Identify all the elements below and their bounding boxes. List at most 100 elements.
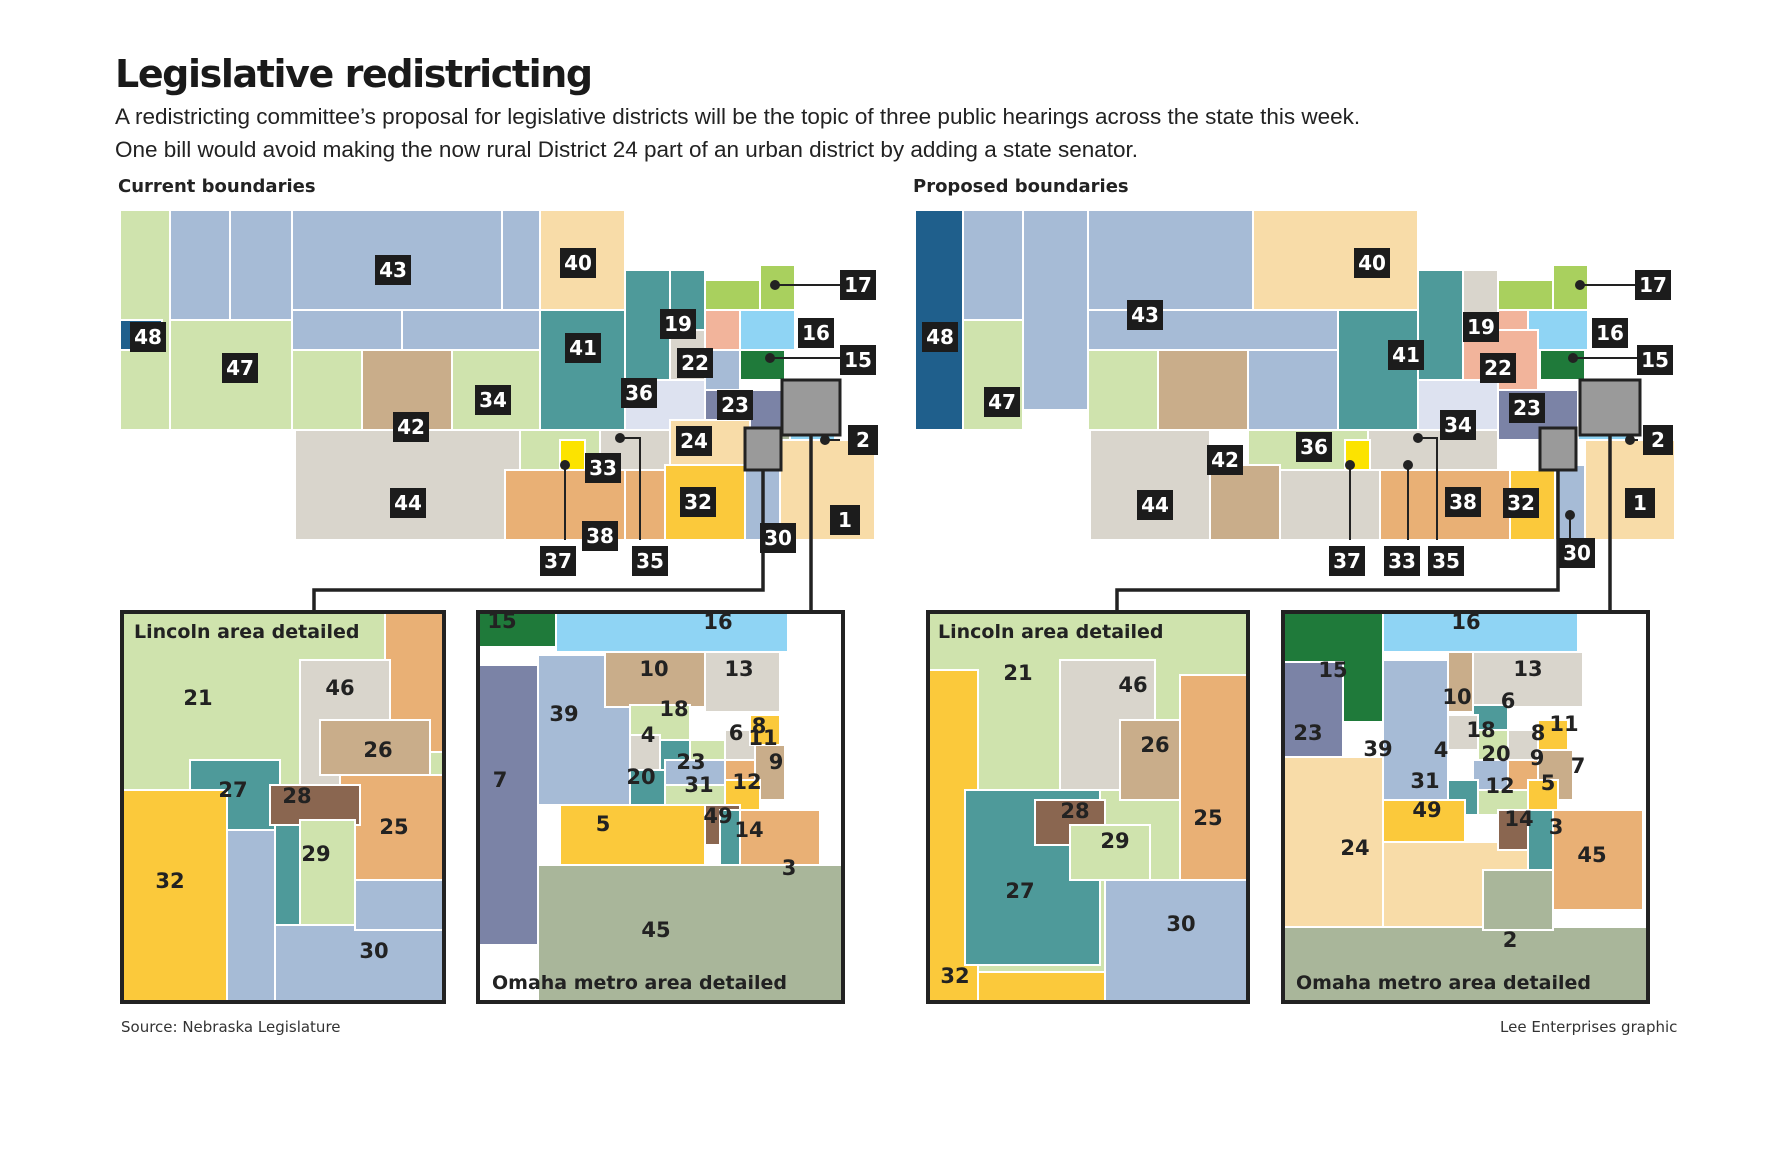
district-tag-box-proposed-30 bbox=[1559, 538, 1595, 568]
district-tag-box-proposed-19 bbox=[1463, 312, 1499, 342]
district-tag-box-proposed-40 bbox=[1354, 248, 1390, 278]
district-tag-current-15: 15 bbox=[844, 348, 872, 372]
district-tag-box-proposed-48 bbox=[922, 322, 958, 352]
district-tag-box-proposed-33 bbox=[1384, 546, 1420, 576]
district-tag-box-current-30 bbox=[760, 523, 796, 553]
district-tag-current-30: 30 bbox=[764, 526, 792, 550]
district-label-proposed-lincoln-46: 46 bbox=[1118, 673, 1147, 697]
district-label-current-omaha-20: 20 bbox=[626, 765, 655, 789]
district-tag-proposed-22: 22 bbox=[1484, 356, 1512, 380]
district-tag-current-36: 36 bbox=[625, 381, 653, 405]
district-tag-box-proposed-17 bbox=[1635, 270, 1671, 300]
district-tag-box-current-35 bbox=[632, 546, 668, 576]
district-tag-current-42: 42 bbox=[397, 415, 425, 439]
district-tag-box-current-44 bbox=[390, 488, 426, 518]
district-tag-box-proposed-2 bbox=[1643, 425, 1673, 455]
district-tag-box-current-41 bbox=[565, 333, 601, 363]
district-label-current-lincoln-46: 46 bbox=[325, 676, 354, 700]
district-tag-proposed-42: 42 bbox=[1211, 448, 1239, 472]
district-label-current-omaha-16: 16 bbox=[703, 610, 732, 634]
district-tag-box-proposed-42 bbox=[1207, 445, 1243, 475]
district-tag-current-17: 17 bbox=[844, 273, 872, 297]
district-tag-current-24: 24 bbox=[680, 429, 708, 453]
district-label-proposed-lincoln-30: 30 bbox=[1166, 912, 1195, 936]
district-tag-current-35: 35 bbox=[636, 549, 664, 573]
district-label-current-lincoln-28: 28 bbox=[282, 784, 311, 808]
district-label-current-omaha-14: 14 bbox=[734, 818, 763, 842]
district-tag-current-16: 16 bbox=[802, 321, 830, 345]
district-label-proposed-lincoln-27: 27 bbox=[1005, 879, 1034, 903]
district-tag-proposed-30: 30 bbox=[1563, 541, 1591, 565]
district-tag-box-proposed-43 bbox=[1127, 300, 1163, 330]
district-tag-proposed-32: 32 bbox=[1507, 491, 1535, 515]
district-label-proposed-omaha-11: 11 bbox=[1549, 712, 1578, 736]
credit-note: Lee Enterprises graphic bbox=[1500, 1018, 1678, 1036]
district-label-proposed-lincoln-26: 26 bbox=[1140, 733, 1169, 757]
district-tag-current-37: 37 bbox=[544, 549, 572, 573]
district-tag-proposed-37: 37 bbox=[1333, 549, 1361, 573]
district-tag-proposed-38: 38 bbox=[1449, 490, 1477, 514]
district-label-proposed-omaha-5: 5 bbox=[1541, 771, 1556, 795]
district-tag-box-proposed-35 bbox=[1428, 546, 1464, 576]
district-tag-proposed-41: 41 bbox=[1392, 343, 1420, 367]
intro-line-1: A redistricting committee’s proposal for… bbox=[115, 104, 1361, 129]
district-tag-proposed-33: 33 bbox=[1388, 549, 1416, 573]
district-tag-proposed-48: 48 bbox=[926, 325, 954, 349]
district-label-proposed-omaha-15: 15 bbox=[1318, 658, 1347, 682]
district-label-current-lincoln-27: 27 bbox=[218, 778, 247, 802]
district-tag-current-22: 22 bbox=[681, 351, 709, 375]
district-label-proposed-omaha-24: 24 bbox=[1340, 836, 1369, 860]
district-label-proposed-omaha-39: 39 bbox=[1363, 737, 1392, 761]
district-tag-box-current-42 bbox=[393, 412, 429, 442]
district-tag-proposed-35: 35 bbox=[1432, 549, 1460, 573]
district-label-current-omaha-18: 18 bbox=[659, 697, 688, 721]
district-tag-current-23: 23 bbox=[721, 393, 749, 417]
proposed-statewide-map bbox=[914, 209, 1676, 541]
district-label-proposed-omaha-13: 13 bbox=[1513, 657, 1542, 681]
current-lincoln-inset bbox=[121, 611, 445, 1003]
district-tag-box-current-34 bbox=[475, 385, 511, 415]
district-label-proposed-lincoln-32: 32 bbox=[940, 964, 969, 988]
district-tag-proposed-40: 40 bbox=[1358, 251, 1386, 275]
proposed-boundaries-heading: Proposed boundaries bbox=[913, 176, 1129, 197]
proposed-lincoln-title: Lincoln area detailed bbox=[938, 621, 1164, 643]
district-tag-box-proposed-15 bbox=[1637, 345, 1673, 375]
district-tag-proposed-47: 47 bbox=[988, 390, 1016, 414]
district-tag-proposed-15: 15 bbox=[1641, 348, 1669, 372]
district-label-proposed-omaha-10: 10 bbox=[1442, 685, 1471, 709]
district-tag-current-38: 38 bbox=[586, 524, 614, 548]
district-tag-box-current-19 bbox=[660, 309, 696, 339]
district-label-current-omaha-7: 7 bbox=[493, 768, 508, 792]
district-label-current-omaha-13: 13 bbox=[724, 657, 753, 681]
district-label-proposed-omaha-12: 12 bbox=[1485, 774, 1514, 798]
district-tag-box-current-38 bbox=[582, 521, 618, 551]
intro-line-2: One bill would avoid making the now rura… bbox=[115, 137, 1139, 162]
district-tag-box-current-24 bbox=[676, 426, 712, 456]
current-boundaries-heading: Current boundaries bbox=[118, 176, 316, 197]
district-tag-current-33: 33 bbox=[589, 456, 617, 480]
district-tag-proposed-23: 23 bbox=[1513, 396, 1541, 420]
district-label-current-lincoln-30: 30 bbox=[359, 939, 388, 963]
district-tag-box-current-23 bbox=[717, 390, 753, 420]
district-tag-box-proposed-36 bbox=[1296, 432, 1332, 462]
district-tag-box-proposed-22 bbox=[1480, 353, 1516, 383]
district-tag-box-proposed-44 bbox=[1137, 490, 1173, 520]
district-label-proposed-omaha-2: 2 bbox=[1503, 928, 1518, 952]
district-tag-current-2: 2 bbox=[856, 428, 870, 452]
district-label-current-omaha-23: 23 bbox=[676, 750, 705, 774]
district-label-proposed-lincoln-25: 25 bbox=[1193, 806, 1222, 830]
district-label-current-lincoln-29: 29 bbox=[301, 842, 330, 866]
district-label-proposed-lincoln-29: 29 bbox=[1100, 829, 1129, 853]
district-tag-proposed-44: 44 bbox=[1141, 493, 1169, 517]
district-tag-current-19: 19 bbox=[664, 312, 692, 336]
district-label-proposed-omaha-7: 7 bbox=[1571, 754, 1586, 778]
proposed-lincoln-inset bbox=[927, 611, 1249, 1003]
district-label-proposed-lincoln-28: 28 bbox=[1060, 799, 1089, 823]
district-label-current-omaha-4: 4 bbox=[641, 723, 656, 747]
district-tag-current-47: 47 bbox=[226, 356, 254, 380]
district-tag-current-40: 40 bbox=[564, 251, 592, 275]
district-label-current-omaha-39: 39 bbox=[549, 702, 578, 726]
district-label-current-lincoln-25: 25 bbox=[379, 815, 408, 839]
